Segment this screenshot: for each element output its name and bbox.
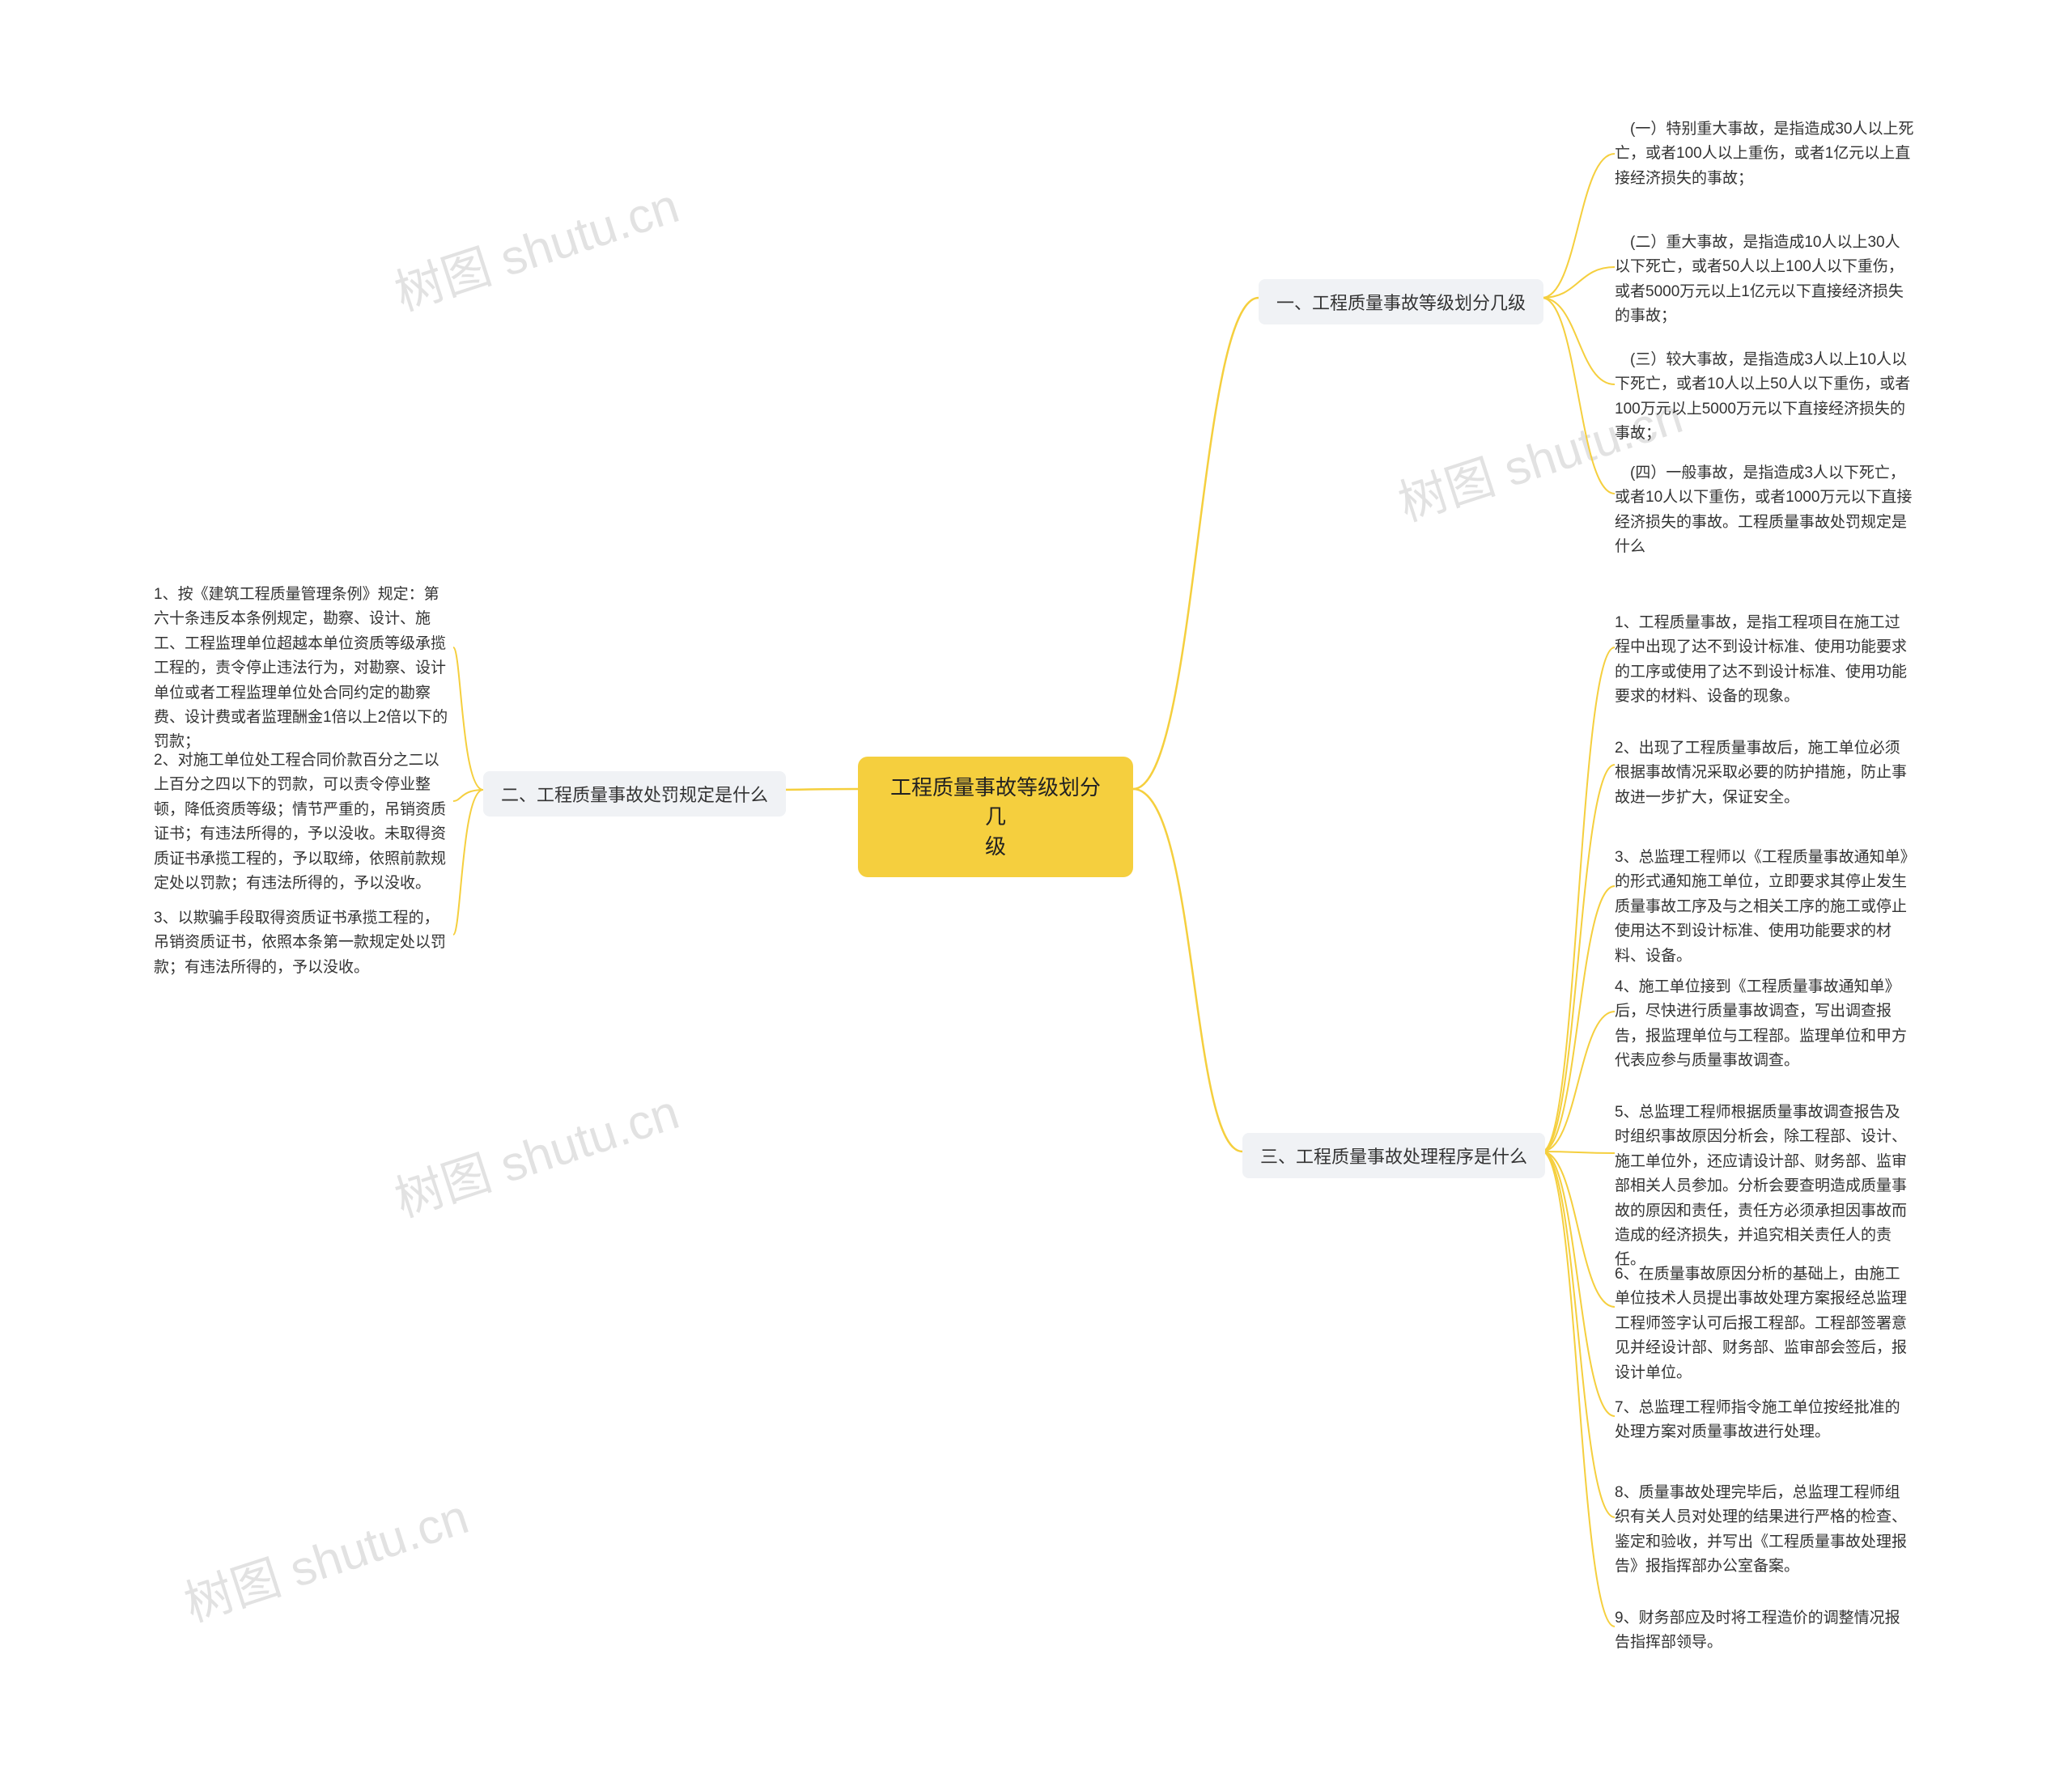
leaf-3-7: 8、质量事故处理完毕后，总监理工程师组织有关人员对处理的结果进行严格的检查、鉴定… (1615, 1481, 1914, 1580)
branch-node-1: 一、工程质量事故等级划分几级 (1259, 279, 1543, 324)
root-node: 工程质量事故等级划分几 级 (858, 757, 1133, 877)
leaf-1-0: (一）特别重大事故，是指造成30人以上死亡，或者100人以上重伤，或者1亿元以上… (1615, 117, 1914, 191)
leaf-2-1: 2、对施工单位处工程合同价款百分之二以上百分之四以下的罚款，可以责令停业整顿，降… (154, 749, 453, 896)
branch-node-3: 三、工程质量事故处理程序是什么 (1242, 1133, 1545, 1178)
leaf-2-2: 3、以欺骗手段取得资质证书承揽工程的，吊销资质证书，依照本条第一款规定处以罚款；… (154, 906, 453, 980)
leaf-3-4: 5、总监理工程师根据质量事故调查报告及时组织事故原因分析会，除工程部、设计、施工… (1615, 1101, 1914, 1273)
branch-node-2: 二、工程质量事故处罚规定是什么 (483, 771, 786, 817)
watermark: 树图 shutu.cn (384, 167, 686, 324)
leaf-3-3: 4、施工单位接到《工程质量事故通知单》后，尽快进行质量事故调查，写出调查报告，报… (1615, 975, 1914, 1074)
leaf-3-5: 6、在质量事故原因分析的基础上，由施工单位技术人员提出事故处理方案报经总监理工程… (1615, 1262, 1914, 1385)
leaf-3-2: 3、总监理工程师以《工程质量事故通知单》的形式通知施工单位，立即要求其停止发生质… (1615, 846, 1914, 969)
root-line1: 工程质量事故等级划分几 (890, 775, 1101, 829)
leaf-3-1: 2、出现了工程质量事故后，施工单位必须根据事故情况采取必要的防护措施，防止事故进… (1615, 736, 1914, 810)
leaf-3-6: 7、总监理工程师指令施工单位按经批准的处理方案对质量事故进行处理。 (1615, 1396, 1914, 1445)
watermark: 树图 shutu.cn (384, 1073, 686, 1231)
watermark: 树图 shutu.cn (174, 1478, 476, 1635)
root-line2: 级 (985, 834, 1006, 859)
leaf-2-0: 1、按《建筑工程质量管理条例》规定：第六十条违反本条例规定，勘察、设计、施工、工… (154, 583, 453, 755)
leaf-1-1: (二）重大事故，是指造成10人以上30人以下死亡，或者50人以上100人以下重伤… (1615, 231, 1914, 329)
leaf-3-8: 9、财务部应及时将工程造价的调整情况报告指挥部领导。 (1615, 1606, 1914, 1656)
leaf-1-2: (三）较大事故，是指造成3人以上10人以下死亡，或者10人以上50人以下重伤，或… (1615, 348, 1914, 447)
leaf-3-0: 1、工程质量事故，是指工程项目在施工过程中出现了达不到设计标准、使用功能要求的工… (1615, 611, 1914, 710)
leaf-1-3: (四）一般事故，是指造成3人以下死亡，或者10人以下重伤，或者1000万元以下直… (1615, 461, 1914, 560)
